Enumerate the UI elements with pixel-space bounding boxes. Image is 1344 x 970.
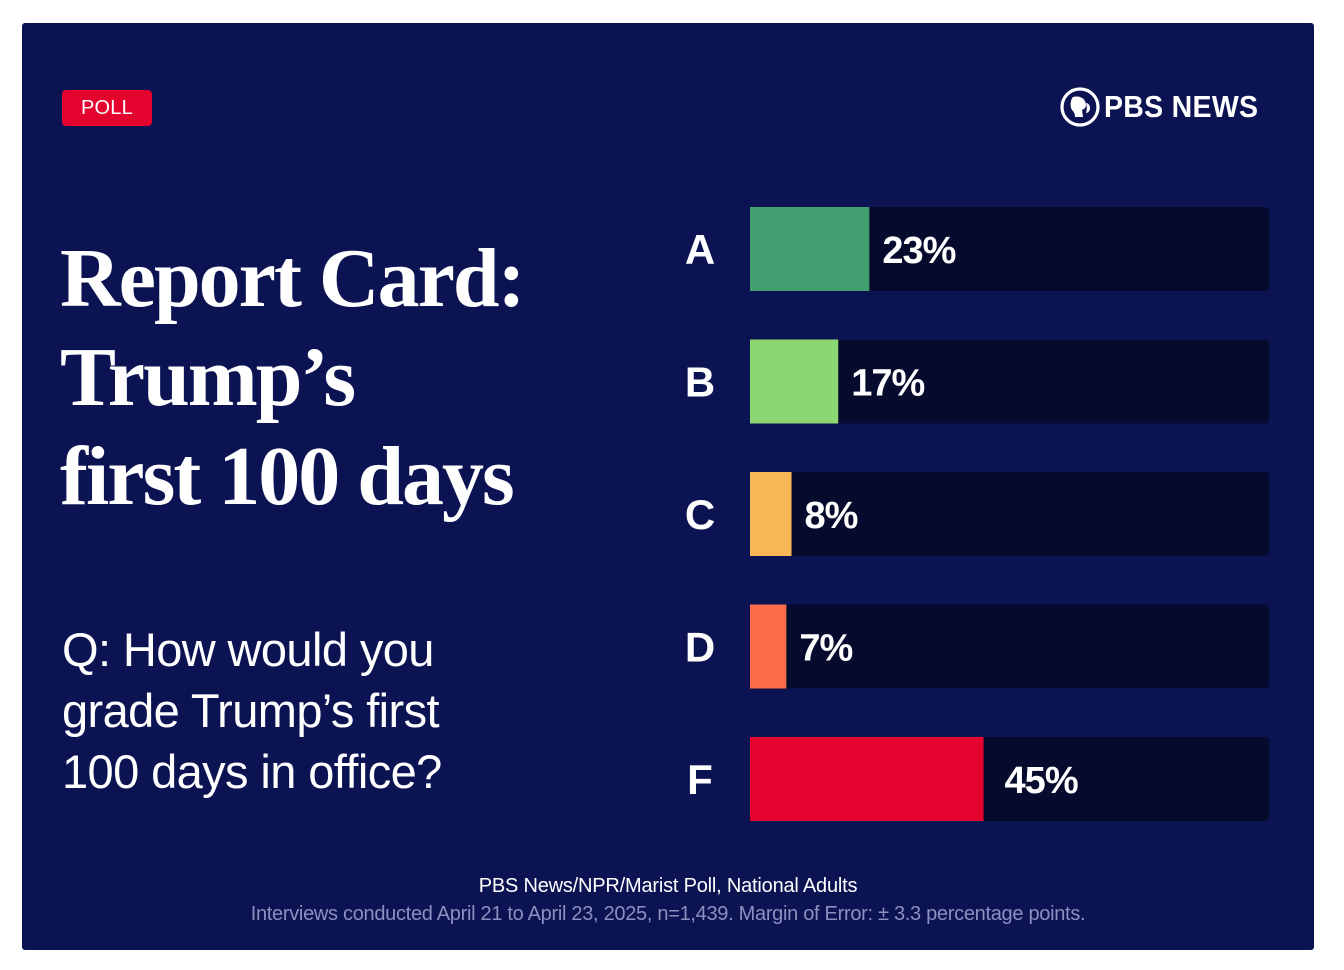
value-label: 8% — [805, 495, 858, 537]
bar-row-a: A 23% — [685, 207, 1269, 291]
grade-bar-chart: A 23% B 17% C 8% D 7% F 45% — [685, 207, 1269, 821]
value-label: 7% — [799, 628, 852, 670]
bar-row-f: F 45% — [687, 737, 1269, 821]
headline-line-1: Report Card: — [60, 232, 526, 325]
poll-badge: POLL — [62, 90, 152, 126]
poll-card: POLL PBS NEWS Report Card: Trump’s first… — [22, 23, 1314, 950]
value-label: 45% — [1005, 760, 1078, 802]
bar-d — [750, 604, 787, 689]
brand-name: PBS NEWS — [1104, 89, 1259, 124]
pbs-news-logo[interactable]: PBS NEWS — [1060, 85, 1272, 129]
bar-row-b: B 17% — [685, 339, 1269, 424]
value-label: 23% — [882, 230, 955, 272]
bar-track — [750, 472, 1269, 556]
question-text: Q: How would you grade Trump’s first 100… — [62, 619, 542, 802]
question-line-1: Q: How would you — [62, 623, 434, 676]
bar-track — [750, 207, 1269, 291]
bar-c — [750, 472, 792, 556]
headline: Report Card: Trump’s first 100 days — [60, 229, 620, 526]
question-line-3: 100 days in office? — [62, 745, 442, 798]
category-label: F — [687, 756, 713, 803]
bar-a — [750, 207, 870, 291]
pbs-head-icon — [1060, 87, 1100, 127]
category-label: A — [685, 226, 715, 273]
question-line-2: grade Trump’s first — [62, 684, 440, 737]
bar-row-d: D 7% — [685, 604, 1269, 689]
bar-track — [750, 604, 1269, 689]
value-label: 17% — [851, 363, 924, 405]
bar-f — [750, 737, 984, 821]
bar-track — [750, 339, 1269, 424]
headline-line-3: first 100 days — [60, 430, 515, 523]
category-label: C — [685, 491, 715, 538]
bar-b — [750, 339, 839, 424]
category-label: D — [685, 624, 715, 671]
headline-line-2: Trump’s — [60, 331, 356, 424]
bar-row-c: C 8% — [685, 472, 1269, 556]
category-label: B — [685, 359, 715, 406]
methodology-note: Interviews conducted April 21 to April 2… — [250, 903, 1086, 925]
source-line: PBS News/NPR/Marist Poll, National Adult… — [478, 875, 858, 897]
